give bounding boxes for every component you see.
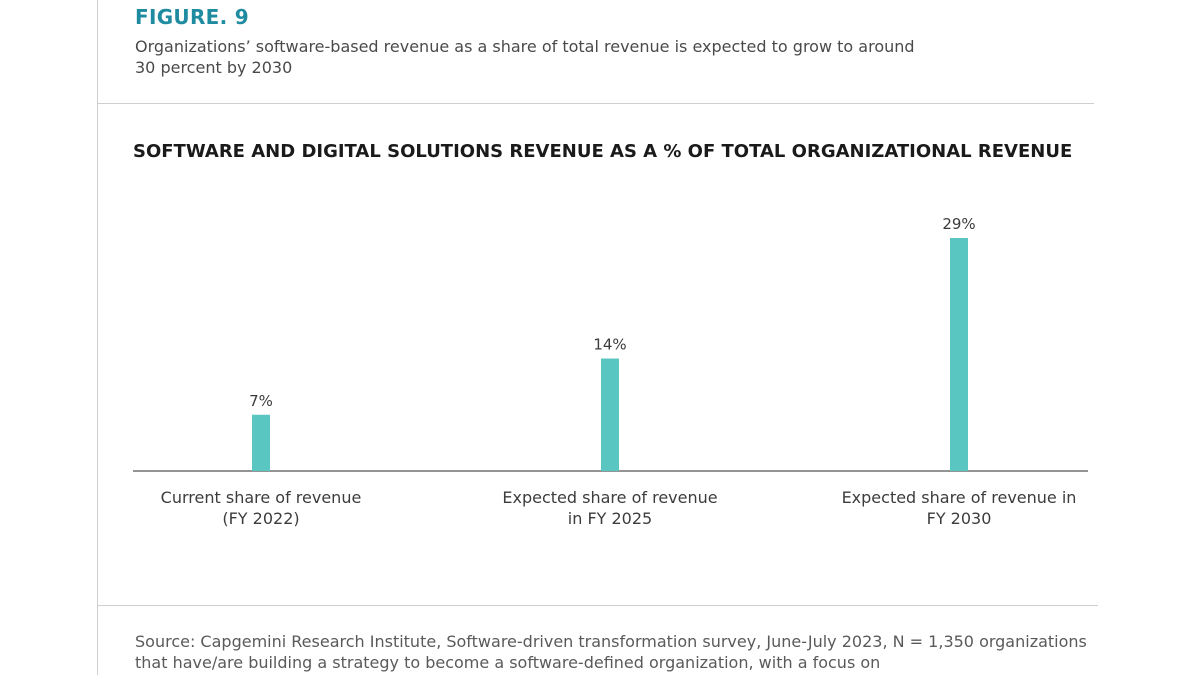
figure-subtitle: Organizations’ software-based revenue as… [135,37,915,77]
data-label-2: 29% [942,215,975,233]
data-label-1: 14% [593,336,626,354]
left-divider [97,0,98,675]
category-label-2-line-1: FY 2030 [927,509,992,528]
figure-label: FIGURE. 9 [135,5,249,29]
bottom-divider [98,605,1098,606]
bar-0 [252,414,270,471]
data-label-0: 7% [249,392,273,410]
bar-chart: 7% Current share of revenue (FY 2022) 14% Ex… [133,215,1088,528]
category-label-0-line-1: (FY 2022) [222,509,299,528]
category-label-1-line-1: in FY 2025 [568,509,652,528]
category-label-0-line-0: Current share of revenue [161,488,362,507]
source-note: Source: Capgemini Research Institute, So… [135,632,1087,672]
category-label-1-line-0: Expected share of revenue [502,488,717,507]
bar-1 [601,358,619,471]
category-label-2-line-0: Expected share of revenue in [842,488,1077,507]
bar-2 [950,238,968,471]
chart-title: SOFTWARE AND DIGITAL SOLUTIONS REVENUE A… [133,141,1073,162]
top-divider [98,103,1094,104]
